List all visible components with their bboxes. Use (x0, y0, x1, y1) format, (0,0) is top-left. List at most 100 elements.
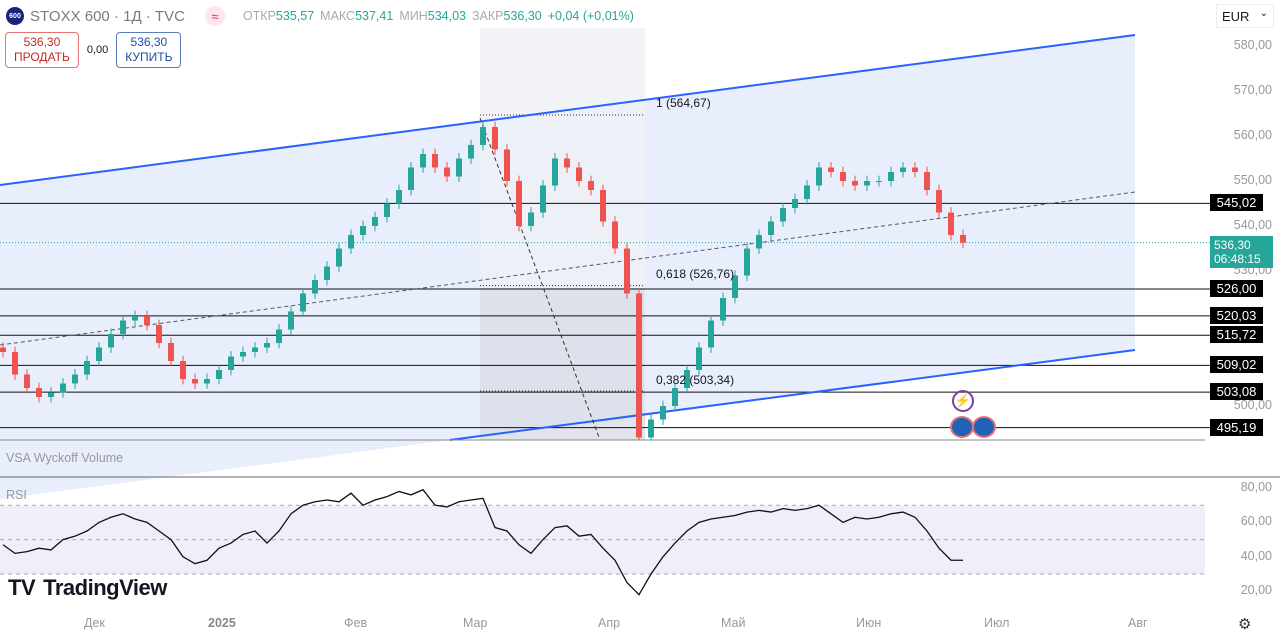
time-axis-label: Июл (984, 616, 1010, 630)
candle-body (948, 212, 954, 235)
price-axis-label: 550,00 (1233, 173, 1272, 187)
rsi-axis-label: 20,00 (1240, 583, 1272, 597)
candle-body (888, 172, 894, 181)
time-axis-label: Дек (84, 616, 105, 630)
ohlc-low: МИН534,03 (399, 9, 466, 23)
level-price-tag: 515,72 (1210, 326, 1263, 344)
buy-button[interactable]: 536,30 КУПИТЬ (116, 32, 182, 68)
rsi-axis-label: 40,00 (1240, 549, 1272, 563)
level-price-tag: 526,00 (1210, 280, 1263, 297)
volume-indicator-label[interactable]: VSA Wyckoff Volume (6, 451, 124, 465)
price-axis-label: 570,00 (1233, 83, 1272, 97)
candle-body (384, 203, 390, 217)
candle-body (708, 320, 714, 348)
rsi-indicator-label[interactable]: RSI (6, 488, 27, 502)
candle-body (588, 181, 594, 190)
candle-body (72, 374, 78, 384)
time-axis-label: Апр (598, 616, 621, 630)
time-axis-label: Авг (1128, 616, 1148, 630)
sell-button[interactable]: 536,30 ПРОДАТЬ (5, 32, 79, 68)
time-axis-label: Мар (463, 616, 488, 630)
ohlc-high: МАКС537,41 (320, 9, 394, 23)
event-flash-icon[interactable]: ⚡ (952, 390, 974, 412)
candle-body (312, 280, 318, 294)
symbol-logo: 600 (6, 7, 24, 25)
rsi-axis-label: 60,00 (1240, 514, 1272, 528)
candle-body (84, 361, 90, 375)
candle-body (264, 343, 270, 348)
candle-body (600, 190, 606, 222)
candle-body (732, 275, 738, 298)
ohlc-close: ЗАКР536,30 (471, 9, 542, 23)
candle-body (636, 293, 642, 438)
candle-body (408, 167, 414, 190)
candle-body (216, 370, 222, 379)
time-axis-label: 2025 (208, 616, 236, 630)
level-price-tag: 495,19 (1210, 418, 1263, 436)
candle-body (132, 316, 138, 321)
price-axis-label: 500,00 (1233, 398, 1272, 412)
channel-upper-line (0, 34, 1136, 186)
candle-body (528, 212, 534, 226)
candle-body (444, 167, 450, 177)
candle-body (696, 347, 702, 370)
candle-body (552, 158, 558, 186)
tradingview-mark-icon: TV (8, 575, 36, 600)
candle-body (240, 352, 246, 357)
candle-body (372, 217, 378, 226)
candle-body (360, 226, 366, 235)
candle-body (36, 388, 42, 397)
candle-body (804, 185, 810, 199)
approx-icon[interactable]: ≈ (204, 6, 225, 26)
candle-body (60, 383, 66, 393)
time-axis-label: Июн (856, 616, 882, 630)
candle-body (96, 347, 102, 361)
candle-body (840, 172, 846, 181)
candle-body (864, 181, 870, 186)
settings-gear-icon[interactable]: ⚙ (1238, 616, 1252, 633)
ohlc-open: ОТКР535,57 (242, 9, 315, 23)
candle-body (720, 298, 726, 321)
candle-body (468, 145, 474, 159)
event-eu-flag-icon[interactable] (950, 416, 974, 438)
candle-body (744, 248, 750, 276)
candle-body (288, 311, 294, 330)
event-eu-flag-icon[interactable] (972, 416, 996, 438)
chevron-down-icon: ⌄ (1259, 8, 1268, 19)
candle-body (24, 374, 30, 388)
tradingview-logo[interactable]: TV TradingView (8, 575, 167, 600)
ohlc-values: ОТКР535,57 МАКС537,41 МИН534,03 ЗАКР536,… (243, 9, 634, 23)
time-axis-label: Фев (344, 616, 368, 630)
candle-body (492, 127, 498, 150)
trend-dashed-line (479, 117, 601, 441)
symbol-title[interactable]: STOXX 600 · 1Д · TVC (30, 7, 185, 25)
candle-body (156, 325, 162, 343)
fib-label-1: 1 (564,67) (656, 96, 711, 110)
channel-lower-line (449, 349, 1136, 441)
candle-body (396, 190, 402, 204)
fib-zone-lower (480, 288, 645, 440)
candle-body (852, 181, 858, 186)
candle-body (876, 181, 882, 182)
candle-body (144, 316, 150, 325)
candle-body (276, 329, 282, 343)
fib-label-0382: 0,382 (503,34) (656, 373, 735, 387)
candle-body (480, 127, 486, 145)
candle-body (828, 167, 834, 172)
change-value: +0,04 (+0,01%) (547, 9, 634, 23)
candle-body (336, 248, 342, 267)
price-axis-label: 560,00 (1233, 128, 1272, 142)
candle-body (168, 343, 174, 361)
level-price-tag: 545,02 (1210, 194, 1263, 212)
candle-body (900, 167, 906, 172)
candle-body (936, 190, 942, 213)
trade-panel: 536,30 ПРОДАТЬ 0,00 536,30 КУПИТЬ (5, 32, 182, 68)
candle-body (348, 235, 354, 249)
candle-body (624, 248, 630, 294)
fib-label-0618: 0,618 (526,76) (656, 267, 735, 281)
candle-body (252, 347, 258, 352)
currency-select[interactable]: EUR ⌄ (1216, 4, 1274, 28)
candle-body (816, 167, 822, 186)
rsi-line (2, 488, 963, 596)
